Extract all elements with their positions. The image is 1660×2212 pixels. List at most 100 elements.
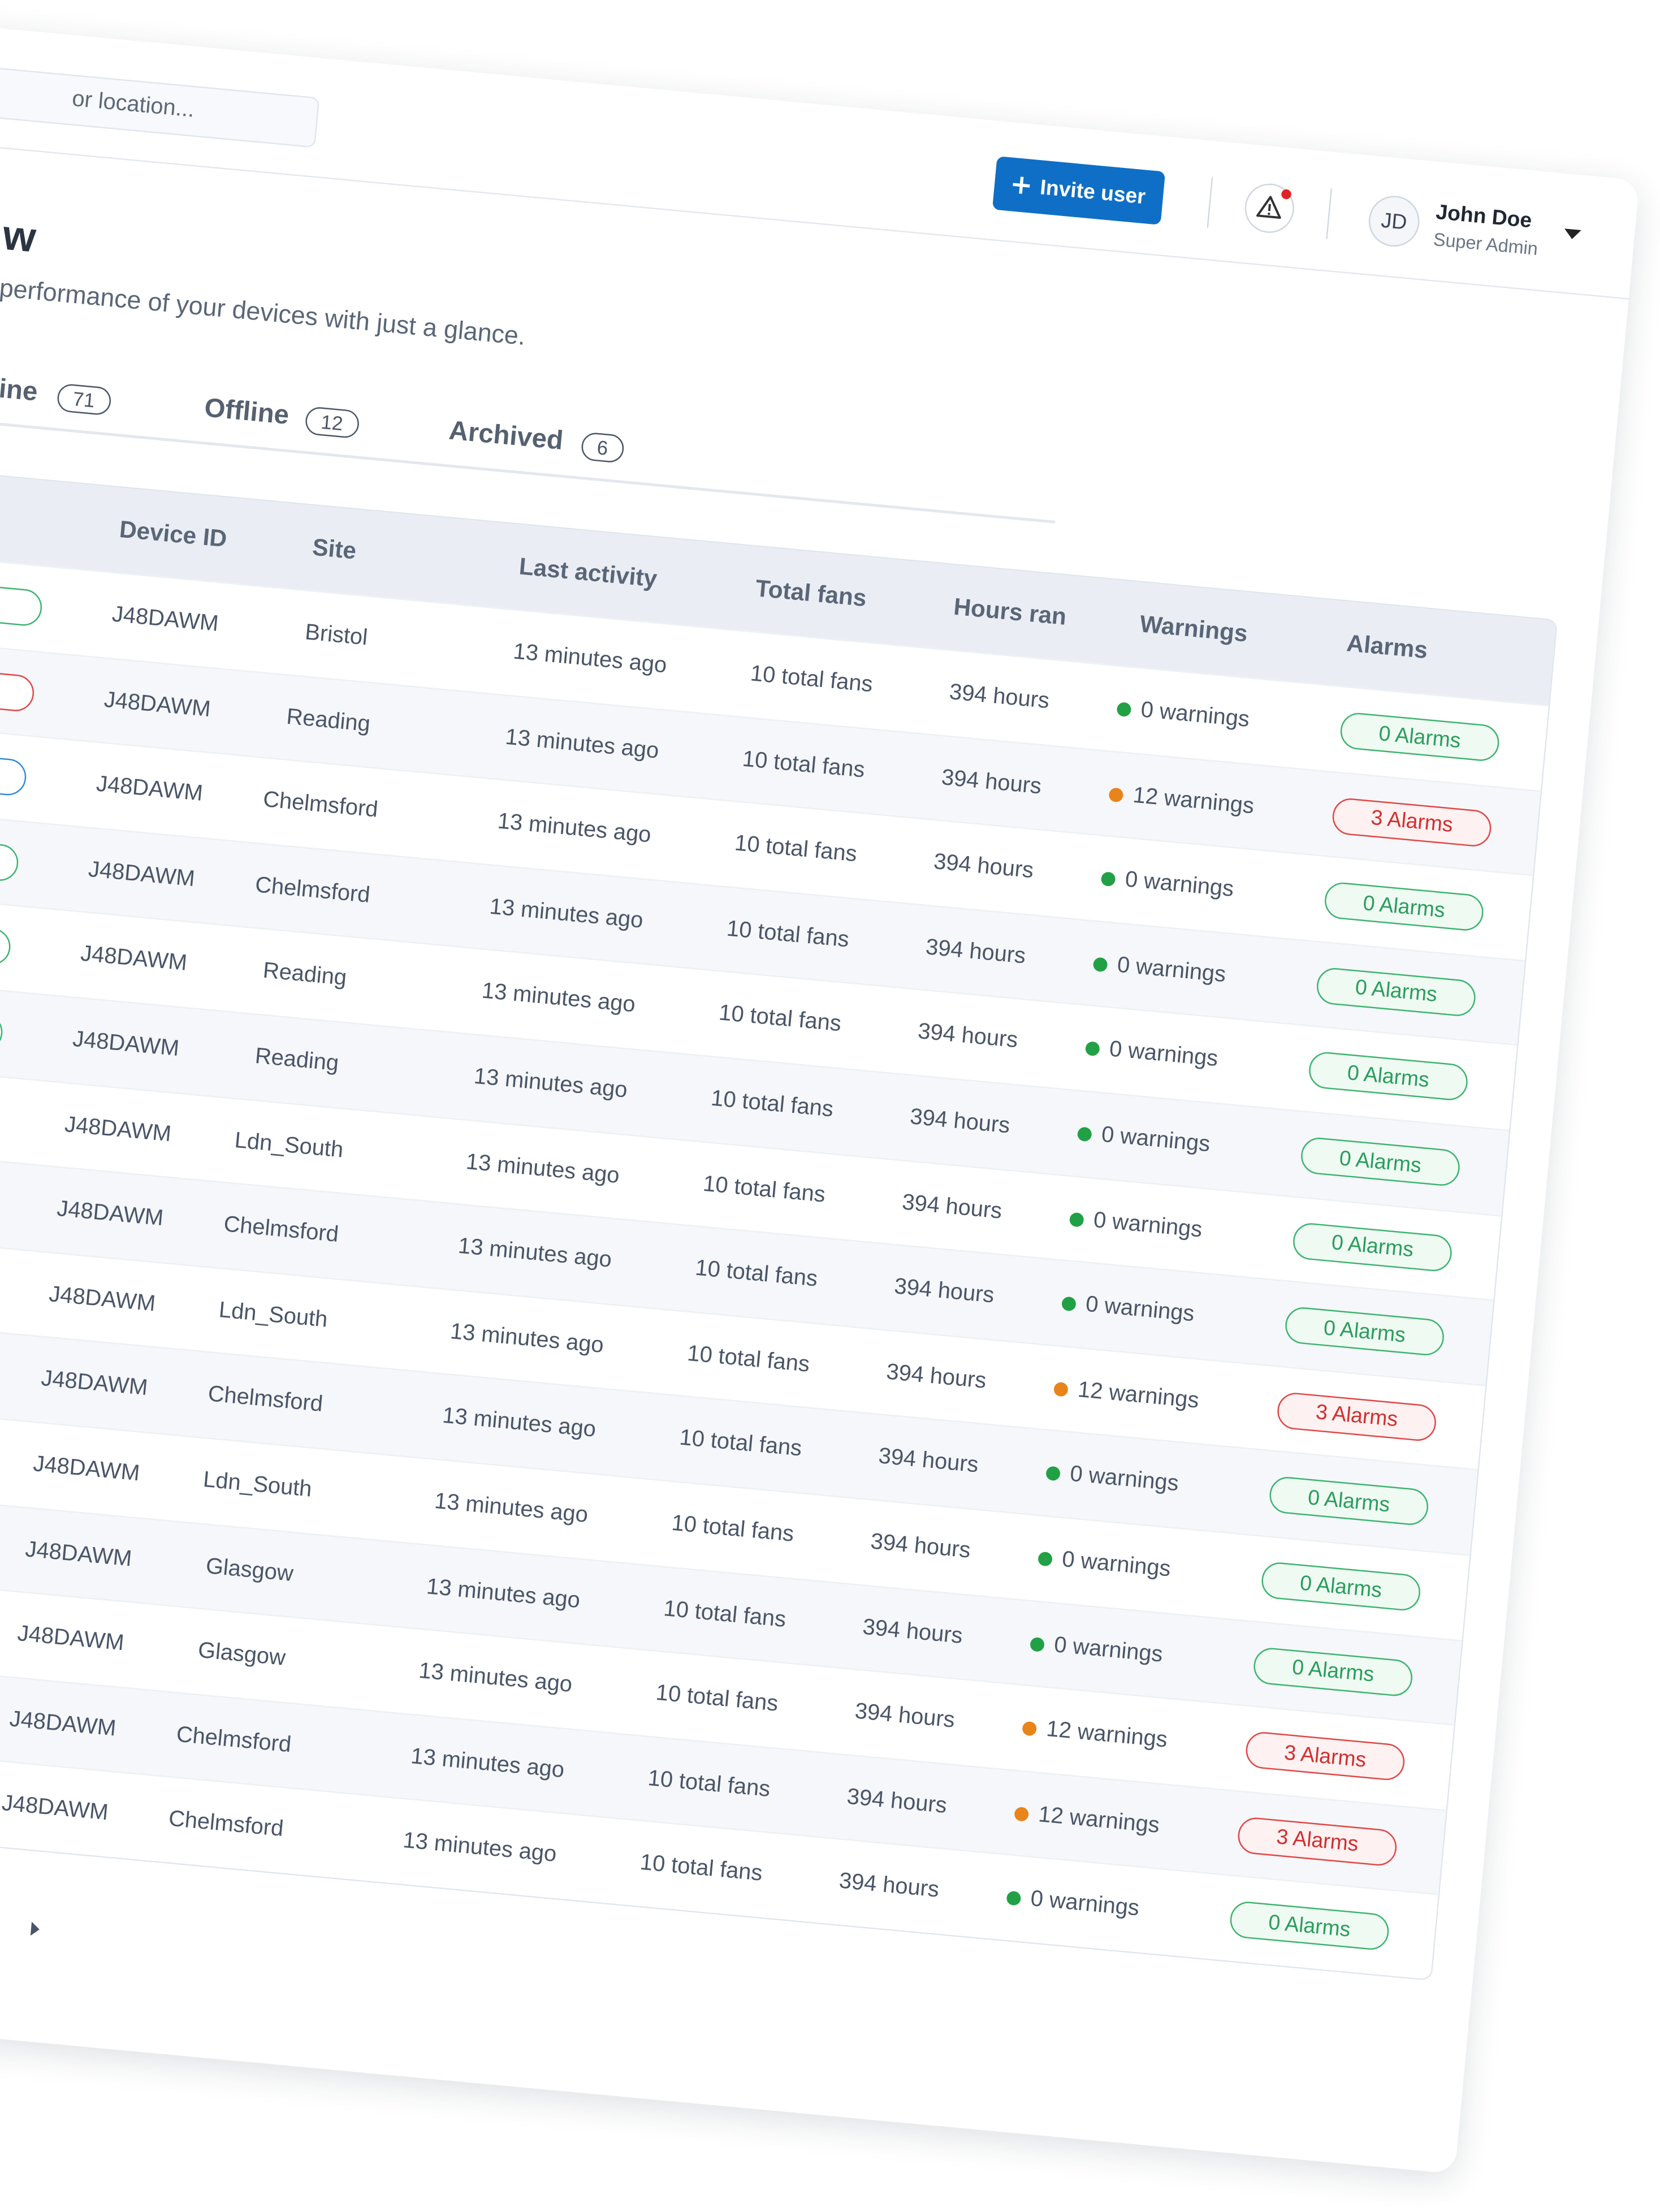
table-cell: J48DAWM — [95, 772, 204, 807]
alarm-label: 0 Alarms — [1307, 1485, 1391, 1518]
alarm-pill[interactable]: 0 Alarms — [1268, 1476, 1430, 1527]
alarm-label: 3 Alarms — [1283, 1740, 1368, 1772]
alarm-label: 3 Alarms — [1275, 1825, 1360, 1857]
tab-count: 71 — [56, 383, 112, 416]
column-header: Last activity — [518, 553, 659, 593]
search-box[interactable]: or location... — [0, 54, 320, 148]
table-cell: 394 hours — [917, 1020, 1019, 1054]
warnings-cell: 12 warnings — [1077, 1378, 1200, 1414]
invite-button[interactable]: Invite user — [992, 156, 1166, 225]
tab-label: Offline — [203, 394, 291, 431]
alarm-label: 3 Alarms — [1315, 1401, 1399, 1432]
alarm-pill[interactable]: 3 Alarms — [1236, 1816, 1398, 1867]
status-pill — [0, 578, 44, 628]
alarm-label: 0 Alarms — [1299, 1570, 1384, 1602]
alarm-pill[interactable]: 0 Alarms — [1299, 1136, 1462, 1187]
table-cell: 10 total fans — [686, 1342, 811, 1377]
alarm-pill[interactable]: 3 Alarms — [1276, 1390, 1438, 1442]
table-cell: 10 total fans — [733, 832, 858, 867]
user-name: John Doe — [1434, 200, 1533, 234]
table-cell: 13 minutes ago — [417, 1660, 573, 1698]
table-cell: Chelmsford — [222, 1213, 340, 1248]
column-header: Alarms — [1345, 629, 1429, 664]
avatar-initials: JD — [1380, 208, 1408, 235]
alarm-pill[interactable]: 0 Alarms — [1291, 1221, 1454, 1272]
table-cell: Reading — [254, 1044, 340, 1077]
table-cell: J48DAWM — [103, 688, 212, 722]
app-window: or location... Invite user JD John Doe S… — [0, 18, 1640, 2174]
table-cell: 394 hours — [838, 1870, 940, 1903]
table-cell: 13 minutes ago — [481, 980, 637, 1018]
alarm-pill[interactable]: 0 Alarms — [1252, 1645, 1414, 1697]
table-cell: J48DAWM — [111, 603, 220, 637]
alarm-pill[interactable]: 0 Alarms — [1339, 711, 1501, 763]
table-cell: 394 hours — [893, 1275, 996, 1308]
warnings-cell: 0 warnings — [1029, 1887, 1140, 1922]
warning-dot — [1092, 956, 1108, 972]
alarm-pill[interactable]: 0 Alarms — [1323, 881, 1485, 932]
alarm-pill[interactable]: 0 Alarms — [1315, 966, 1477, 1018]
table-cell: Chelmsford — [254, 873, 371, 908]
warning-dot — [1077, 1126, 1092, 1142]
alarm-pill[interactable]: 0 Alarms — [1260, 1561, 1422, 1612]
warnings-cell: 0 warnings — [1116, 953, 1227, 987]
table-cell: J48DAWM — [87, 858, 196, 892]
alarm-label: 0 Alarms — [1338, 1146, 1423, 1178]
warning-dot — [1084, 1042, 1100, 1057]
warnings-cell: 0 warnings — [1061, 1548, 1172, 1582]
table-cell: 394 hours — [909, 1105, 1011, 1139]
warnings-cell: 0 warnings — [1069, 1463, 1180, 1497]
table-cell: Chelmsford — [175, 1722, 292, 1757]
warning-dot — [1045, 1466, 1061, 1482]
alarm-pill[interactable]: 0 Alarms — [1283, 1306, 1446, 1358]
warnings-cell: 12 warnings — [1131, 783, 1255, 819]
alarm-pill[interactable]: 0 Alarms — [1307, 1051, 1469, 1103]
table-cell: 394 hours — [869, 1530, 972, 1563]
warning-dot — [1061, 1296, 1077, 1312]
table-cell: J48DAWM — [32, 1452, 141, 1487]
alarm-label: 0 Alarms — [1354, 976, 1438, 1008]
table-cell: 10 total fans — [741, 747, 866, 783]
table-cell: 13 minutes ago — [433, 1489, 589, 1528]
table-cell: Ldn_South — [218, 1298, 329, 1333]
user-menu-caret[interactable] — [1563, 228, 1581, 241]
next-page-button[interactable] — [29, 1920, 42, 1938]
warnings-cell: 0 warnings — [1124, 868, 1235, 902]
status-pill — [0, 663, 36, 712]
table-cell: 10 total fans — [717, 1002, 842, 1038]
warning-dot — [1014, 1806, 1030, 1822]
table-cell: 394 hours — [924, 935, 1027, 969]
alarm-pill[interactable]: 0 Alarms — [1228, 1900, 1391, 1952]
user-role: Super Admin — [1432, 228, 1539, 260]
alerts-button[interactable] — [1240, 179, 1299, 237]
alarm-pill[interactable]: 3 Alarms — [1244, 1730, 1406, 1782]
table-cell: J48DAWM — [8, 1707, 118, 1742]
divider — [1207, 177, 1213, 228]
table-cell: 10 total fans — [639, 1851, 764, 1887]
invite-label: Invite user — [1039, 175, 1147, 209]
table-cell: Bristol — [304, 620, 369, 651]
table-cell: 10 total fans — [662, 1596, 787, 1632]
table-cell: J48DAWM — [79, 943, 188, 977]
warnings-cell: 0 warnings — [1100, 1123, 1211, 1157]
divider — [1326, 188, 1332, 239]
status-pill — [0, 749, 28, 797]
alarm-label: 0 Alarms — [1291, 1656, 1376, 1687]
table-cell: J48DAWM — [71, 1027, 180, 1062]
top-bar: or location... Invite user JD John Doe S… — [0, 18, 1640, 300]
table-cell: J48DAWM — [24, 1537, 133, 1571]
alarm-pill[interactable]: 3 Alarms — [1331, 796, 1493, 848]
warnings-cell: 0 warnings — [1053, 1632, 1164, 1667]
table-cell: 13 minutes ago — [465, 1150, 621, 1188]
search-placeholder: or location... — [71, 87, 196, 123]
table-cell: 394 hours — [846, 1785, 948, 1818]
alarm-label: 0 Alarms — [1361, 891, 1446, 923]
device-table: Device ID Site Last activity Total fans Hour… — [0, 459, 1558, 1981]
warnings-cell: 0 warnings — [1084, 1293, 1196, 1327]
warning-dot — [1053, 1381, 1069, 1397]
table-cell: 394 hours — [901, 1190, 1003, 1224]
column-header: Warnings — [1138, 610, 1249, 647]
table-cell: 13 minutes ago — [473, 1065, 629, 1103]
table-cell: 394 hours — [940, 765, 1043, 799]
